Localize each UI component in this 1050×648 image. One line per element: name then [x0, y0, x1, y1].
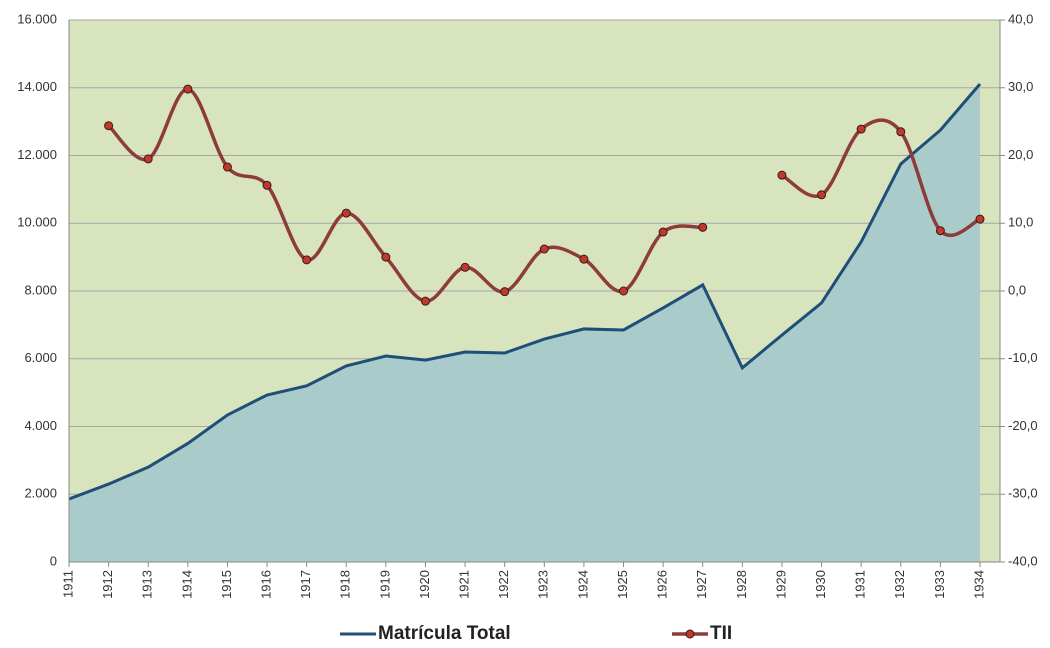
y-tick-label: 0	[50, 553, 57, 568]
x-tick-label: 1931	[853, 570, 868, 599]
x-tick-label: 1929	[773, 570, 788, 599]
y-tick-label: 10.000	[17, 215, 57, 230]
x-tick-label: 1926	[655, 570, 670, 599]
line	[107, 87, 703, 303]
marker	[460, 262, 470, 272]
x-tick-label: 1927	[694, 570, 709, 599]
marker	[104, 121, 114, 131]
y-tick-label: 2.000	[24, 486, 57, 501]
x-tick-label: 1928	[734, 570, 749, 599]
y2-tick-label: -30,0	[1008, 486, 1038, 501]
marker	[143, 154, 153, 164]
y2-tick-label: 0,0	[1008, 282, 1026, 297]
y-tick-label: 14.000	[17, 79, 57, 94]
y2-tick-label: -10,0	[1008, 350, 1038, 365]
legend-label: Matrícula Total	[378, 623, 511, 644]
legend-marker	[685, 629, 695, 639]
marker	[975, 214, 985, 224]
x-tick-label: 1923	[536, 570, 551, 599]
x-tick-label: 1934	[971, 570, 986, 599]
marker	[777, 170, 787, 180]
marker	[817, 190, 827, 200]
x-tick-label: 1911	[60, 570, 75, 598]
marker	[698, 222, 708, 232]
x-tick-label: 1933	[932, 570, 947, 599]
marker	[658, 227, 668, 237]
x-tick-label: 1916	[258, 570, 273, 599]
x-tick-label: 1919	[377, 570, 392, 599]
y-tick-label: 12.000	[17, 147, 57, 162]
marker	[896, 127, 906, 137]
x-tick-label: 1913	[140, 570, 155, 599]
legend-label: TII	[710, 623, 732, 644]
marker	[500, 287, 510, 297]
marker	[935, 226, 945, 236]
x-tick-label: 1922	[496, 570, 511, 599]
y-tick-label: 16.000	[17, 11, 57, 26]
marker	[420, 296, 430, 306]
y2-tick-label: 40,0	[1008, 11, 1033, 26]
x-tick-label: 1917	[298, 570, 313, 599]
marker	[341, 208, 351, 218]
marker	[262, 180, 272, 190]
area	[69, 84, 980, 563]
marker	[222, 162, 232, 172]
y2-tick-label: 10,0	[1008, 215, 1033, 230]
y2-tick-label: -20,0	[1008, 418, 1038, 433]
x-tick-label: 1921	[457, 570, 472, 599]
x-tick-label: 1932	[892, 570, 907, 599]
x-tick-label: 1914	[179, 570, 194, 599]
marker	[539, 244, 549, 254]
x-tick-label: 1915	[219, 570, 234, 599]
y2-tick-label: 20,0	[1008, 147, 1033, 162]
y-tick-label: 6.000	[24, 350, 57, 365]
marker	[183, 84, 193, 94]
marker	[619, 286, 629, 296]
x-tick-label: 1925	[615, 570, 630, 599]
x-tick-label: 1930	[813, 570, 828, 599]
marker	[381, 252, 391, 262]
x-tick-label: 1920	[417, 570, 432, 599]
line	[68, 83, 982, 501]
marker	[856, 124, 866, 134]
x-tick-label: 1924	[575, 570, 590, 599]
y-tick-label: 4.000	[24, 418, 57, 433]
y2-tick-label: 30,0	[1008, 79, 1033, 94]
x-tick-label: 1912	[100, 570, 115, 599]
x-tick-label: 1918	[338, 570, 353, 599]
marker	[302, 255, 312, 265]
marker	[579, 254, 589, 264]
y-tick-label: 8.000	[24, 282, 57, 297]
y2-tick-label: -40,0	[1008, 553, 1038, 568]
